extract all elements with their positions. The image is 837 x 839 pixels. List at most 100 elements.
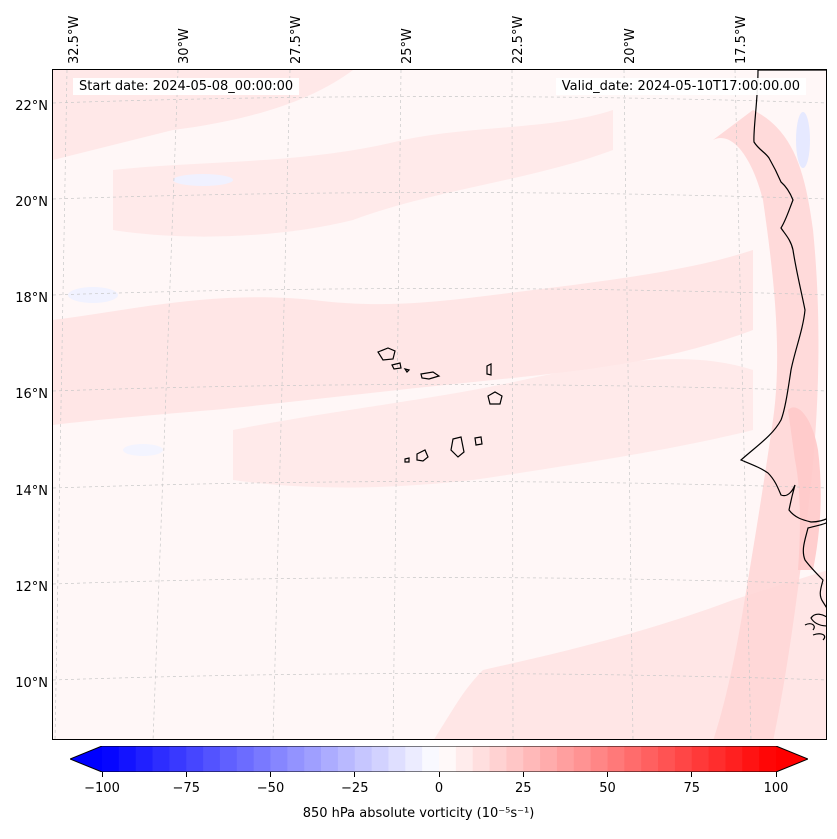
meridian-25w xyxy=(392,70,402,739)
colorbar-segment xyxy=(556,746,575,772)
colorbar-segment xyxy=(725,746,743,772)
lon-label-27-5w: 27.5°W xyxy=(289,15,304,64)
colorbar-tickmark xyxy=(607,772,608,777)
colorbar-segment xyxy=(354,746,373,772)
parallel-20n xyxy=(53,192,826,200)
colorbar-segment xyxy=(607,746,625,772)
colorbar-segment xyxy=(624,746,642,772)
colorbar-segment xyxy=(102,746,120,772)
colorbar-segment xyxy=(641,746,659,772)
meridian-17-5w xyxy=(734,70,752,739)
coastline-guinea-bissau-islands xyxy=(804,623,826,641)
map-canvas xyxy=(53,70,826,739)
meridian-20w xyxy=(623,70,634,739)
island-brava xyxy=(404,457,410,463)
colorbar-tickmark xyxy=(522,772,524,777)
lat-label-14n: 14°N xyxy=(15,484,48,499)
parallel-18n xyxy=(53,288,826,296)
colorbar-segment xyxy=(489,746,507,772)
colorbar-segment xyxy=(472,746,491,772)
lon-label-17-5w: 17.5°W xyxy=(734,15,749,64)
vorticity-band-mid xyxy=(233,359,753,488)
colorbar-segment xyxy=(169,746,187,772)
colorbar-segment xyxy=(304,746,322,772)
colorbar-segment xyxy=(658,746,676,772)
colorbar-segment xyxy=(118,746,137,772)
vorticity-negative-patch-1 xyxy=(796,112,810,168)
colorbar-segment xyxy=(371,746,389,772)
colorbar-segment xyxy=(219,746,238,772)
colorbar-tick-label: 75 xyxy=(683,781,701,796)
vorticity-map[interactable]: Start date: 2024-05-08_00:00:00 Valid_da… xyxy=(52,69,827,740)
colorbar-segment xyxy=(590,746,608,772)
lat-label-20n: 20°N xyxy=(15,195,48,210)
island-fogo xyxy=(416,449,429,462)
island-sao-nicolau xyxy=(420,371,441,380)
parallel-12n xyxy=(53,577,826,585)
colorbar-tick-label: −25 xyxy=(341,781,369,796)
meridian-22-5w xyxy=(511,70,514,739)
colorbar-segment xyxy=(439,746,457,772)
colorbar-segment xyxy=(253,746,271,772)
colorbar-segment xyxy=(186,746,204,772)
parallel-14n xyxy=(53,481,826,489)
vorticity-negative-patch-2 xyxy=(173,174,233,186)
vorticity-coastal-strip xyxy=(713,110,819,739)
colorbar xyxy=(70,746,808,772)
colorbar-segment xyxy=(523,746,541,772)
meridian-27-5w xyxy=(272,70,291,739)
vorticity-negative-patch-4 xyxy=(123,444,163,456)
colorbar-tickmark xyxy=(101,772,103,777)
island-santiago xyxy=(450,436,465,458)
colorbar-segment xyxy=(540,746,558,772)
parallel-10n xyxy=(53,673,826,681)
colorbar-segment xyxy=(152,746,170,772)
gridlines xyxy=(53,70,826,739)
colorbar-tickmark xyxy=(775,772,777,777)
colorbar-segment xyxy=(422,746,440,772)
island-sao-vicente xyxy=(391,362,402,370)
lon-label-25w: 25°W xyxy=(400,28,415,64)
colorbar-tick-label: −75 xyxy=(172,781,200,796)
lat-label-12n: 12°N xyxy=(15,580,48,595)
colorbar-tick-label: 50 xyxy=(599,781,616,796)
vorticity-band-central xyxy=(53,250,753,425)
lon-label-22-5w: 22.5°W xyxy=(511,15,526,64)
colorbar-segment xyxy=(203,746,221,772)
valid-date-label: Valid_date: 2024-05-10T17:00:00.00 xyxy=(555,78,806,95)
colorbar-tick-label: 0 xyxy=(434,781,444,796)
colorbar-segment xyxy=(388,746,406,772)
vorticity-strong-coastal xyxy=(788,407,821,570)
colorbar-segment xyxy=(337,746,356,772)
start-date-label: Start date: 2024-05-08_00:00:00 xyxy=(73,78,300,95)
colorbar-segment xyxy=(405,746,423,772)
island-santo-antao xyxy=(377,347,396,361)
lon-label-30w: 30°W xyxy=(177,28,192,64)
meridian-32-5w xyxy=(54,70,68,739)
colorbar-tick-label: 25 xyxy=(514,781,532,796)
lat-label-22n: 22°N xyxy=(15,99,48,114)
colorbar-segment xyxy=(287,746,305,772)
colorbar-segment xyxy=(573,746,592,772)
colorbar-tick-label: 100 xyxy=(763,781,789,796)
lat-label-18n: 18°N xyxy=(15,291,48,306)
colorbar-extend-low xyxy=(70,746,102,772)
cape-verde-islands xyxy=(377,347,503,463)
meridian-30w xyxy=(152,70,179,739)
colorbar-extend-high xyxy=(776,746,808,772)
colorbar-segment xyxy=(270,746,288,772)
island-sal xyxy=(486,363,492,376)
parallel-22n xyxy=(53,96,826,104)
colorbar-tickmark xyxy=(354,772,356,777)
colorbar-tick-label: −100 xyxy=(84,781,120,796)
island-santa-luzia xyxy=(403,368,411,373)
colorbar-segment xyxy=(455,746,474,772)
colorbar-tickmark xyxy=(438,772,440,777)
colorbar-segment xyxy=(321,746,339,772)
lat-label-10n: 10°N xyxy=(15,676,48,691)
colorbar-segment xyxy=(506,746,524,772)
lat-label-16n: 16°N xyxy=(15,387,48,402)
vorticity-band-upper xyxy=(113,110,613,237)
island-boa-vista xyxy=(487,391,503,405)
vorticity-negative-patch-3 xyxy=(68,287,118,303)
